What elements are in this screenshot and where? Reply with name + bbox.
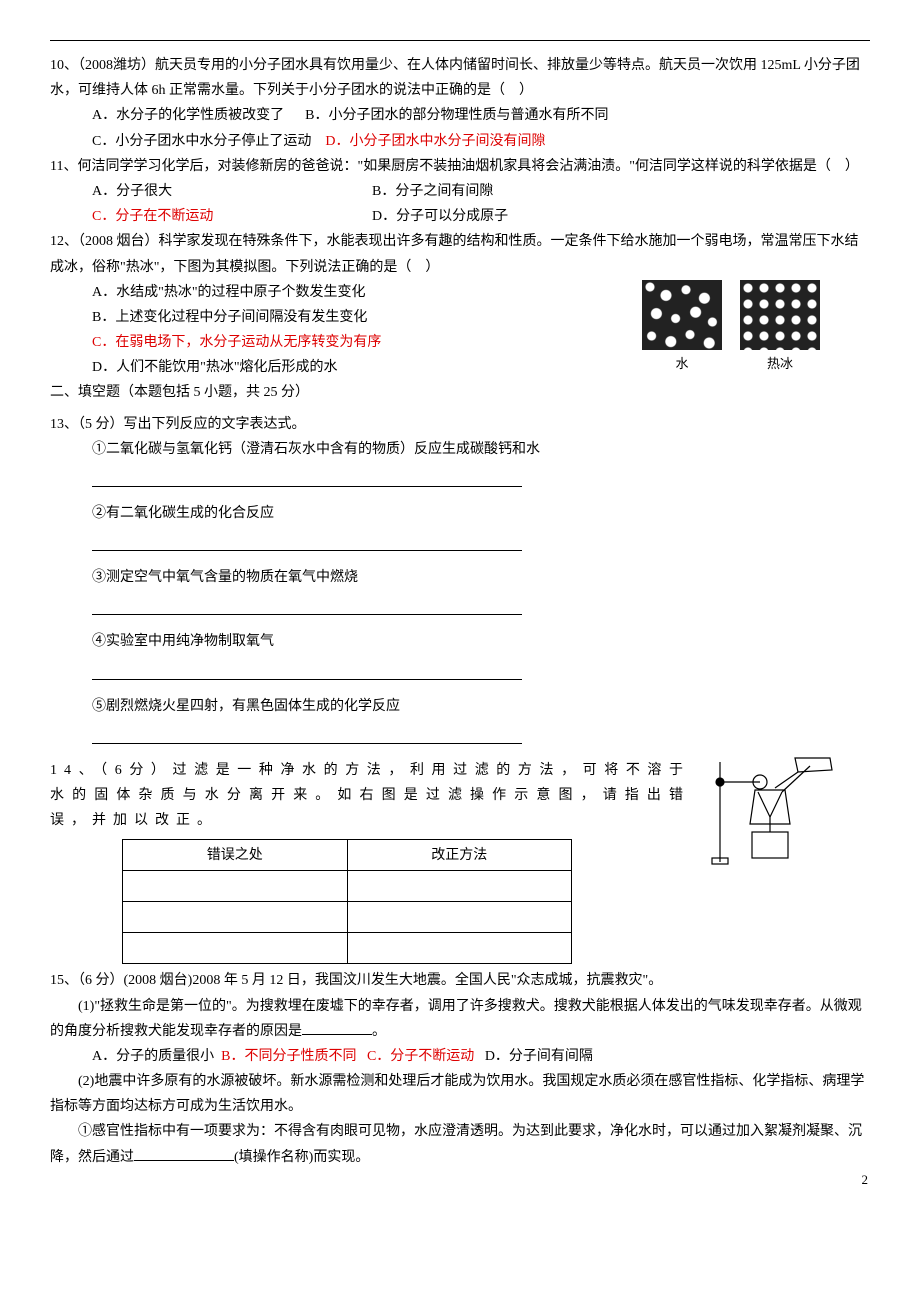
q14-stem-d: 改正。 xyxy=(155,813,218,828)
filtration-diagram xyxy=(700,752,840,881)
q14-r1c2 xyxy=(347,871,572,902)
hotice-sim-image xyxy=(740,280,820,350)
q11-opt-b: B．分子之间有间隙 xyxy=(372,179,652,204)
q10-opt-c: C．小分子团水中水分子停止了运动 xyxy=(92,134,311,149)
q10-opt-a: A．水分子的化学性质被改变了 xyxy=(92,108,284,123)
q15-p1b: 。 xyxy=(372,1024,386,1039)
q15-opt-a: A．分子的质量很小 xyxy=(92,1049,214,1064)
q13-i1: ①二氧化碳与氢氧化钙（澄清石灰水中含有的物质）反应生成碳酸钙和水 xyxy=(50,437,870,462)
q11-stem: 11、何洁同学学习化学后，对装修新房的爸爸说："如果厨房不装抽油烟机家具将会沾满… xyxy=(50,154,870,179)
q13-i4: ④实验室中用纯净物制取氧气 xyxy=(50,629,870,654)
q13-blank-3 xyxy=(92,596,522,615)
q14-r2c2 xyxy=(347,902,572,933)
q15-opt-b: B．不同分子性质不同 xyxy=(221,1049,356,1064)
q13-i5: ⑤剧烈燃烧火星四射，有黑色固体生成的化学反应 xyxy=(50,694,870,719)
q14-r1c1 xyxy=(123,871,348,902)
q14-r2c1 xyxy=(123,902,348,933)
q14-r3c2 xyxy=(347,933,572,964)
q10-stem: 10、（2008潍坊）航天员专用的小分子团水具有饮用量少、在人体内储留时间长、排… xyxy=(50,53,870,103)
q13-blank-2 xyxy=(92,532,522,551)
q11-opt-a: A．分子很大 xyxy=(92,179,372,204)
q13-i3: ③测定空气中氧气含量的物质在氧气中燃烧 xyxy=(50,565,870,590)
q15-blank-1 xyxy=(302,1020,372,1035)
q14-table: 错误之处 改正方法 xyxy=(122,839,572,964)
water-sim-image xyxy=(642,280,722,350)
q15-p1a: (1)"拯救生命是第一位的"。为搜救埋在废墟下的幸存者，调用了许多搜救犬。搜救犬… xyxy=(50,999,862,1039)
q15-p2: (2)地震中许多原有的水源被破坏。新水源需检测和处理后才能成为饮用水。我国规定水… xyxy=(50,1074,864,1114)
q13-blank-4 xyxy=(92,661,522,680)
q15-stem: 15、（6 分）(2008 烟台)2008 年 5 月 12 日，我国汶川发生大… xyxy=(50,968,870,993)
q14-th2: 改正方法 xyxy=(347,840,572,871)
q14-th1: 错误之处 xyxy=(123,840,348,871)
q13-blank-5 xyxy=(92,725,522,744)
q15-opt-c: C．分子不断运动 xyxy=(367,1049,474,1064)
q13-stem: 13、（5 分）写出下列反应的文字表达式。 xyxy=(50,412,870,437)
q14-stem-a: 14、（6分）过滤是一种净水的方法，利用过滤的方法，可将不溶 xyxy=(50,763,669,778)
q10-opt-d: D．小分子团水中水分子间没有间隙 xyxy=(325,134,545,149)
top-rule xyxy=(50,40,870,41)
page-number: 2 xyxy=(862,1168,869,1191)
hotice-caption: 热冰 xyxy=(740,352,820,375)
q10-opt-b: B．小分子团水的部分物理性质与普通水有所不同 xyxy=(305,108,608,123)
q11-opt-d: D．分子可以分成原子 xyxy=(372,204,652,229)
q13-blank-1 xyxy=(92,468,522,487)
section2-heading: 二、填空题（本题包括 5 小题，共 25 分） xyxy=(50,380,870,405)
q11-opt-c: C．分子在不断运动 xyxy=(92,204,372,229)
q14-r3c1 xyxy=(123,933,348,964)
q15-p3b: (填操作名称)而实现。 xyxy=(234,1150,369,1165)
q12-figure: 水 热冰 xyxy=(642,280,820,375)
q15-opt-d: D．分子间有间隔 xyxy=(485,1049,593,1064)
q12-stem: 12、（2008 烟台）科学家发现在特殊条件下，水能表现出许多有趣的结构和性质。… xyxy=(50,229,870,279)
q15-blank-2 xyxy=(134,1146,234,1161)
water-caption: 水 xyxy=(642,352,722,375)
q13-i2: ②有二氧化碳生成的化合反应 xyxy=(50,501,870,526)
